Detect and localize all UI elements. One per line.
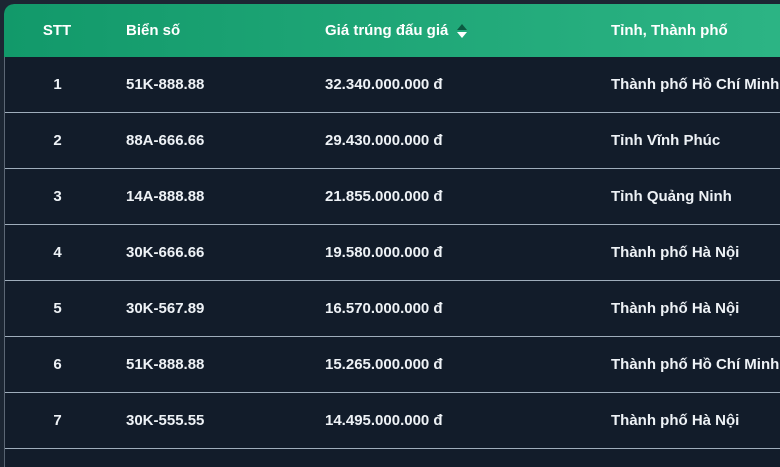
cell-gia-trung-dau-gia: 29.430.000.000 đ (325, 132, 443, 149)
table-row: 4 30K-666.66 19.580.000.000 đ Thành phố Hà … (5, 225, 780, 281)
cell-stt: 6 (53, 356, 62, 373)
column-header-tinh-thanh-pho: Tỉnh, Thành phố (611, 22, 728, 39)
cell-bien-so: 88A-666.66 (126, 132, 205, 149)
cell-stt: 5 (53, 300, 62, 317)
partial-next-row (4, 449, 780, 467)
cell-gia-trung-dau-gia: 21.855.000.000 đ (325, 188, 443, 205)
cell-bien-so: 30K-555.55 (126, 412, 205, 429)
cell-gia-trung-dau-gia: 32.340.000.000 đ (325, 76, 443, 93)
cell-stt: 1 (53, 76, 62, 93)
table-header-row: STT Biển số Giá trúng đấu giá Tỉnh, Thàn… (4, 4, 780, 57)
cell-bien-so: 14A-888.88 (126, 188, 205, 205)
cell-stt: 7 (53, 412, 62, 429)
cell-gia-trung-dau-gia: 19.580.000.000 đ (325, 244, 443, 261)
column-header-label: Giá trúng đấu giá (325, 22, 449, 39)
table-row: 2 88A-666.66 29.430.000.000 đ Tỉnh Vĩnh Phú… (5, 113, 780, 169)
sort-down-arrow-icon (457, 31, 468, 38)
column-header-stt: STT (42, 22, 72, 39)
table-row: 1 51K-888.88 32.340.000.000 đ Thành phố Hồ … (5, 57, 780, 113)
column-header-gia-trung-dau-gia[interactable]: Giá trúng đấu giá (310, 22, 596, 39)
cell-bien-so: 51K-888.88 (126, 76, 205, 93)
table-row: 3 14A-888.88 21.855.000.000 đ Tỉnh Quảng Ni… (5, 169, 780, 225)
table-body: 1 51K-888.88 32.340.000.000 đ Thành phố Hồ … (4, 57, 780, 449)
cell-tinh-thanh-pho: Thành phố Hồ Chí Minh (611, 76, 780, 93)
column-header-bien-so: Biển số (126, 22, 181, 39)
cell-tinh-thanh-pho: Thành phố Hà Nội (611, 244, 740, 261)
cell-gia-trung-dau-gia: 16.570.000.000 đ (325, 300, 443, 317)
cell-stt: 3 (53, 188, 62, 205)
auction-results-table: STT Biển số Giá trúng đấu giá Tỉnh, Thàn… (4, 4, 780, 467)
cell-tinh-thanh-pho: Tỉnh Vĩnh Phúc (611, 132, 721, 149)
cell-gia-trung-dau-gia: 15.265.000.000 đ (325, 356, 443, 373)
sort-up-arrow-icon (457, 23, 468, 30)
table-row: 7 30K-555.55 14.495.000.000 đ Thành phố Hà … (5, 393, 780, 449)
cell-bien-so: 30K-666.66 (126, 244, 205, 261)
cell-tinh-thanh-pho: Thành phố Hà Nội (611, 300, 740, 317)
cell-tinh-thanh-pho: Thành phố Hồ Chí Minh (611, 356, 780, 373)
cell-gia-trung-dau-gia: 14.495.000.000 đ (325, 412, 443, 429)
sort-desc-icon[interactable] (457, 23, 468, 38)
table-row: 5 30K-567.89 16.570.000.000 đ Thành phố Hà … (5, 281, 780, 337)
cell-tinh-thanh-pho: Tỉnh Quảng Ninh (611, 188, 732, 205)
cell-bien-so: 30K-567.89 (126, 300, 205, 317)
cell-tinh-thanh-pho: Thành phố Hà Nội (611, 412, 740, 429)
cell-stt: 4 (53, 244, 62, 261)
cell-bien-so: 51K-888.88 (126, 356, 205, 373)
cell-stt: 2 (53, 132, 62, 149)
table-row: 6 51K-888.88 15.265.000.000 đ Thành phố Hồ … (5, 337, 780, 393)
